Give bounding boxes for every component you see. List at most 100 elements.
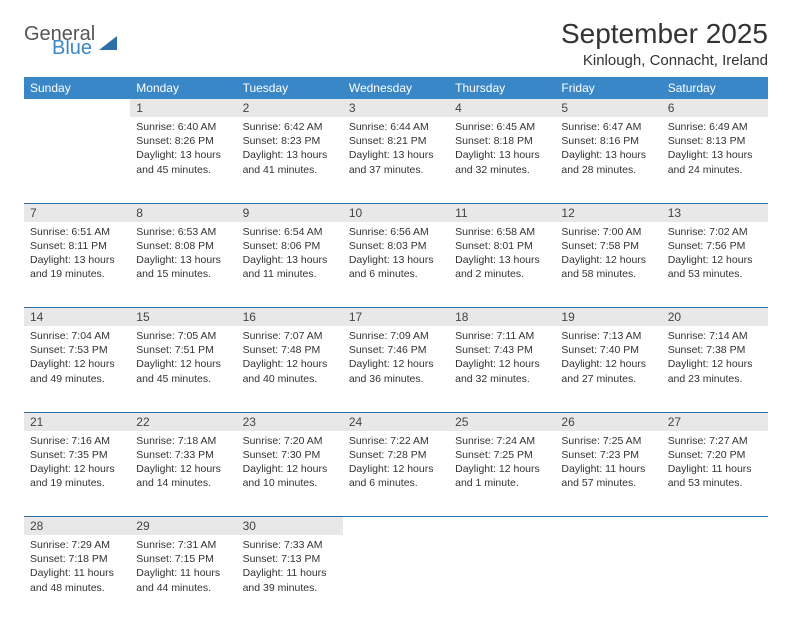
sunrise-text: Sunrise: 7:24 AM [455, 434, 549, 448]
day-cell: Sunrise: 7:13 AMSunset: 7:40 PMDaylight:… [555, 326, 661, 412]
brand-logo: General Blue [24, 24, 117, 58]
day-number: 18 [449, 308, 555, 327]
day-header: Sunday [24, 77, 130, 99]
day-cell: Sunrise: 6:47 AMSunset: 8:16 PMDaylight:… [555, 117, 661, 203]
day-cell: Sunrise: 7:00 AMSunset: 7:58 PMDaylight:… [555, 222, 661, 308]
sunset-text: Sunset: 7:30 PM [243, 448, 337, 462]
sunset-text: Sunset: 8:01 PM [455, 239, 549, 253]
daylight-text: Daylight: 12 hours and 49 minutes. [30, 357, 124, 385]
daylight-text: Daylight: 12 hours and 10 minutes. [243, 462, 337, 490]
sunrise-text: Sunrise: 6:44 AM [349, 120, 443, 134]
sunset-text: Sunset: 7:33 PM [136, 448, 230, 462]
daylight-text: Daylight: 12 hours and 1 minute. [455, 462, 549, 490]
day-number: 1 [130, 99, 236, 117]
day-number: 25 [449, 412, 555, 431]
day-cell: Sunrise: 6:45 AMSunset: 8:18 PMDaylight:… [449, 117, 555, 203]
sunrise-text: Sunrise: 7:27 AM [668, 434, 762, 448]
sail-icon [99, 36, 117, 50]
day-cell [24, 117, 130, 203]
daylight-text: Daylight: 12 hours and 23 minutes. [668, 357, 762, 385]
daylight-text: Daylight: 13 hours and 28 minutes. [561, 148, 655, 176]
sunset-text: Sunset: 7:48 PM [243, 343, 337, 357]
day-cell [662, 535, 768, 621]
day-cell: Sunrise: 7:22 AMSunset: 7:28 PMDaylight:… [343, 431, 449, 517]
daylight-text: Daylight: 11 hours and 48 minutes. [30, 566, 124, 594]
daylight-text: Daylight: 12 hours and 19 minutes. [30, 462, 124, 490]
sunset-text: Sunset: 7:13 PM [243, 552, 337, 566]
day-number: 20 [662, 308, 768, 327]
sunrise-text: Sunrise: 7:02 AM [668, 225, 762, 239]
calendar-table: Sunday Monday Tuesday Wednesday Thursday… [24, 77, 768, 621]
sunset-text: Sunset: 7:58 PM [561, 239, 655, 253]
day-number [449, 517, 555, 536]
title-block: September 2025 Kinlough, Connacht, Irela… [561, 18, 768, 69]
day-header: Friday [555, 77, 661, 99]
day-header: Wednesday [343, 77, 449, 99]
day-number: 2 [237, 99, 343, 117]
sunset-text: Sunset: 7:15 PM [136, 552, 230, 566]
sunset-text: Sunset: 8:16 PM [561, 134, 655, 148]
day-header-row: Sunday Monday Tuesday Wednesday Thursday… [24, 77, 768, 99]
sunrise-text: Sunrise: 7:00 AM [561, 225, 655, 239]
day-number: 11 [449, 203, 555, 222]
day-number [24, 99, 130, 117]
sunset-text: Sunset: 7:46 PM [349, 343, 443, 357]
day-cell: Sunrise: 6:58 AMSunset: 8:01 PMDaylight:… [449, 222, 555, 308]
daylight-text: Daylight: 13 hours and 41 minutes. [243, 148, 337, 176]
sunrise-text: Sunrise: 7:31 AM [136, 538, 230, 552]
sunset-text: Sunset: 7:53 PM [30, 343, 124, 357]
sunrise-text: Sunrise: 7:14 AM [668, 329, 762, 343]
sunset-text: Sunset: 7:23 PM [561, 448, 655, 462]
day-number [662, 517, 768, 536]
daylight-text: Daylight: 13 hours and 6 minutes. [349, 253, 443, 281]
sunset-text: Sunset: 7:51 PM [136, 343, 230, 357]
sunset-text: Sunset: 8:26 PM [136, 134, 230, 148]
day-number: 4 [449, 99, 555, 117]
day-cell: Sunrise: 7:02 AMSunset: 7:56 PMDaylight:… [662, 222, 768, 308]
sunset-text: Sunset: 7:20 PM [668, 448, 762, 462]
day-cell: Sunrise: 7:11 AMSunset: 7:43 PMDaylight:… [449, 326, 555, 412]
sunrise-text: Sunrise: 7:25 AM [561, 434, 655, 448]
day-cell: Sunrise: 7:05 AMSunset: 7:51 PMDaylight:… [130, 326, 236, 412]
sunset-text: Sunset: 7:56 PM [668, 239, 762, 253]
day-number: 7 [24, 203, 130, 222]
sunrise-text: Sunrise: 6:51 AM [30, 225, 124, 239]
sunrise-text: Sunrise: 7:16 AM [30, 434, 124, 448]
day-number: 19 [555, 308, 661, 327]
day-header: Monday [130, 77, 236, 99]
day-cell: Sunrise: 7:20 AMSunset: 7:30 PMDaylight:… [237, 431, 343, 517]
sunrise-text: Sunrise: 7:04 AM [30, 329, 124, 343]
day-number: 5 [555, 99, 661, 117]
day-cell: Sunrise: 7:04 AMSunset: 7:53 PMDaylight:… [24, 326, 130, 412]
day-cell: Sunrise: 6:51 AMSunset: 8:11 PMDaylight:… [24, 222, 130, 308]
sunset-text: Sunset: 8:18 PM [455, 134, 549, 148]
day-cell: Sunrise: 7:27 AMSunset: 7:20 PMDaylight:… [662, 431, 768, 517]
day-cell: Sunrise: 6:49 AMSunset: 8:13 PMDaylight:… [662, 117, 768, 203]
daylight-text: Daylight: 12 hours and 45 minutes. [136, 357, 230, 385]
daylight-text: Daylight: 13 hours and 19 minutes. [30, 253, 124, 281]
sunrise-text: Sunrise: 7:05 AM [136, 329, 230, 343]
day-header: Thursday [449, 77, 555, 99]
daylight-text: Daylight: 11 hours and 44 minutes. [136, 566, 230, 594]
day-cell [449, 535, 555, 621]
location-text: Kinlough, Connacht, Ireland [561, 52, 768, 69]
week-row: Sunrise: 7:29 AMSunset: 7:18 PMDaylight:… [24, 535, 768, 621]
day-number: 23 [237, 412, 343, 431]
sunset-text: Sunset: 7:28 PM [349, 448, 443, 462]
day-number [555, 517, 661, 536]
week-row: Sunrise: 7:16 AMSunset: 7:35 PMDaylight:… [24, 431, 768, 517]
sunset-text: Sunset: 7:25 PM [455, 448, 549, 462]
sunrise-text: Sunrise: 6:40 AM [136, 120, 230, 134]
day-header: Saturday [662, 77, 768, 99]
day-cell: Sunrise: 6:56 AMSunset: 8:03 PMDaylight:… [343, 222, 449, 308]
week-row: Sunrise: 7:04 AMSunset: 7:53 PMDaylight:… [24, 326, 768, 412]
month-title: September 2025 [561, 18, 768, 50]
daylight-text: Daylight: 11 hours and 57 minutes. [561, 462, 655, 490]
daylight-text: Daylight: 13 hours and 37 minutes. [349, 148, 443, 176]
day-cell: Sunrise: 7:18 AMSunset: 7:33 PMDaylight:… [130, 431, 236, 517]
day-number: 24 [343, 412, 449, 431]
sunrise-text: Sunrise: 7:13 AM [561, 329, 655, 343]
day-number: 22 [130, 412, 236, 431]
daynum-row: 14151617181920 [24, 308, 768, 327]
sunrise-text: Sunrise: 7:11 AM [455, 329, 549, 343]
